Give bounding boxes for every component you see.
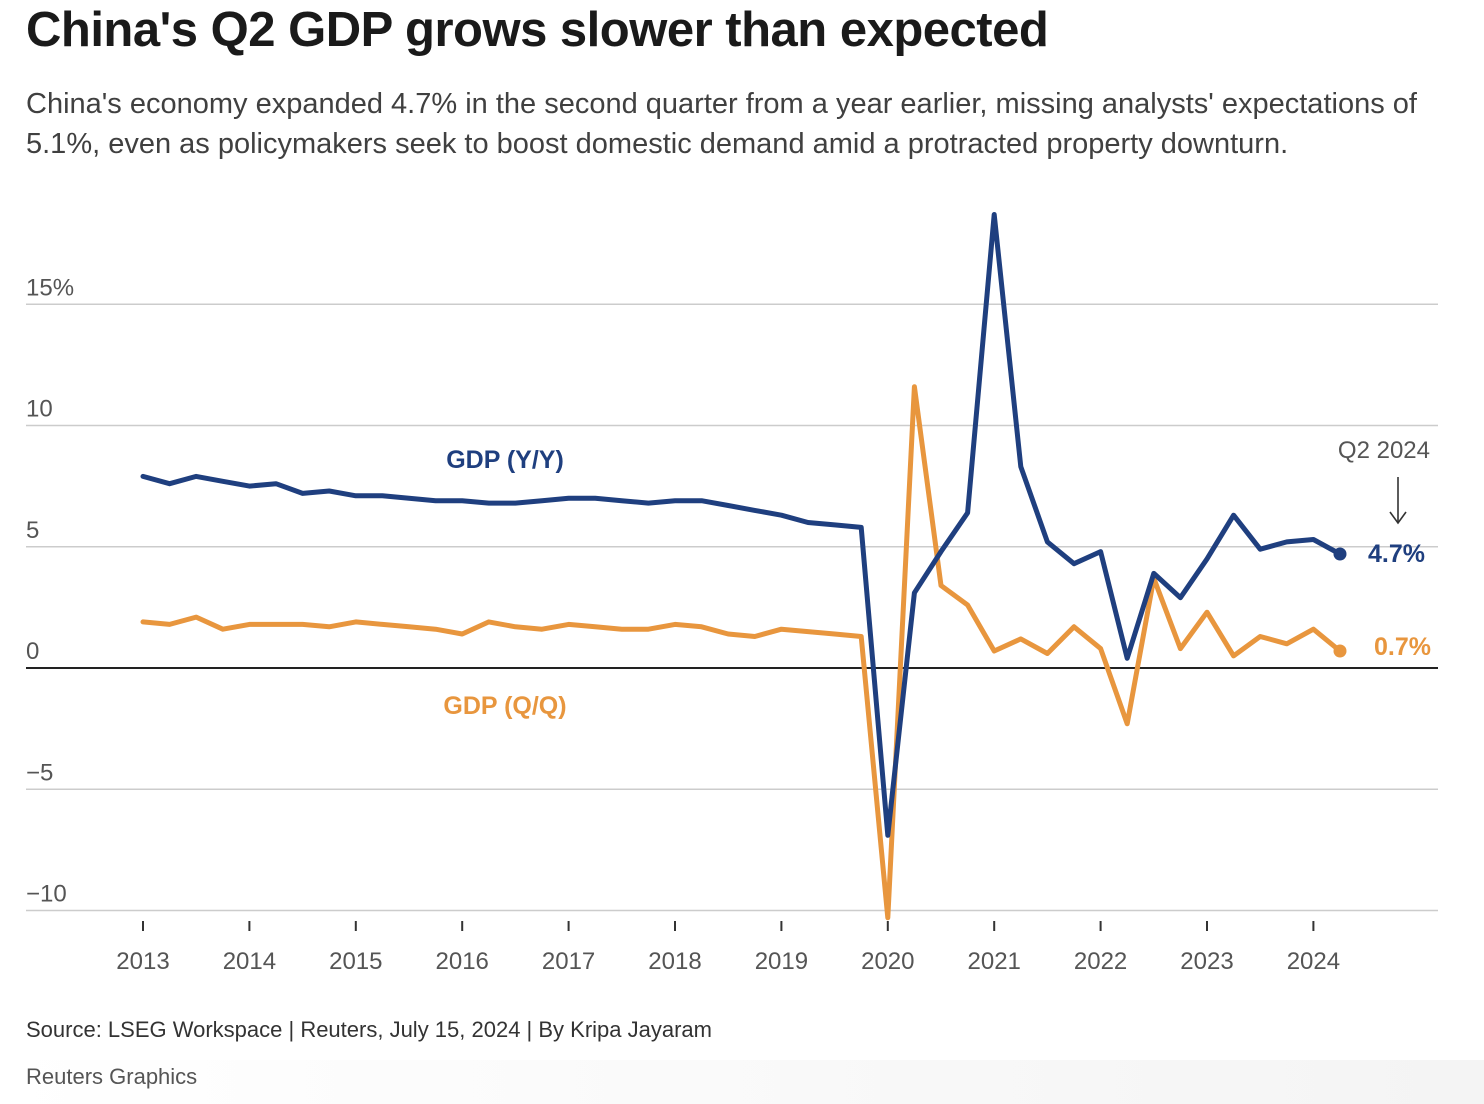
y-tick-label: −5 <box>26 759 53 786</box>
y-tick-label: 15% <box>26 274 74 301</box>
annotation-q2-2024: Q2 2024 <box>1338 437 1430 464</box>
x-tick-label: 2024 <box>1287 948 1340 975</box>
y-tick-label: 0 <box>26 638 39 665</box>
chart-subtitle: China's economy expanded 4.7% in the sec… <box>26 88 1417 160</box>
series-lines <box>140 212 1347 921</box>
x-tick-label: 2020 <box>861 948 914 975</box>
y-axis-tick-labels: 15% 10 5 0 −5 −10 <box>26 274 74 907</box>
end-point-gdp-yy <box>1333 547 1347 561</box>
series-line-gdp-yy <box>140 212 1343 838</box>
x-tick-label: 2018 <box>648 948 701 975</box>
x-tick-label: 2014 <box>223 948 276 975</box>
end-value-label-gdp-qq: 0.7% <box>1374 633 1431 661</box>
annotation-arrow-down-icon <box>1389 477 1407 525</box>
x-axis-ticks: 2013 2014 2015 2016 2017 2018 2019 2020 2021 2022… <box>116 921 1340 975</box>
end-point-gdp-qq <box>1333 644 1347 658</box>
x-tick-label: 2021 <box>968 948 1021 975</box>
y-tick-label: −10 <box>26 881 67 908</box>
graphics-credit: Reuters Graphics <box>26 1064 198 1089</box>
x-tick-label: 2015 <box>329 948 382 975</box>
x-tick-label: 2022 <box>1074 948 1127 975</box>
end-value-label-gdp-yy: 4.7% <box>1368 540 1425 568</box>
y-tick-label: 10 <box>26 396 53 423</box>
series-label-gdp-yy: GDP (Y/Y) <box>446 446 564 474</box>
grid-lines <box>26 303 1438 912</box>
series-labels: GDP (Y/Y) GDP (Q/Q) 4.7% 0.7% Q2 2024 <box>443 437 1431 720</box>
footer-background <box>0 1060 1484 1104</box>
source-note: Source: LSEG Workspace | Reuters, July 1… <box>26 1017 712 1042</box>
series-line-gdp-qq <box>140 384 1343 921</box>
x-tick-label: 2023 <box>1180 948 1233 975</box>
x-tick-label: 2016 <box>436 948 489 975</box>
x-tick-label: 2013 <box>116 948 169 975</box>
y-tick-label: 5 <box>26 517 39 544</box>
series-label-gdp-qq: GDP (Q/Q) <box>443 692 566 720</box>
x-tick-label: 2017 <box>542 948 595 975</box>
x-tick-label: 2019 <box>755 948 808 975</box>
chart-title: China's Q2 GDP grows slower than expecte… <box>26 3 1049 57</box>
